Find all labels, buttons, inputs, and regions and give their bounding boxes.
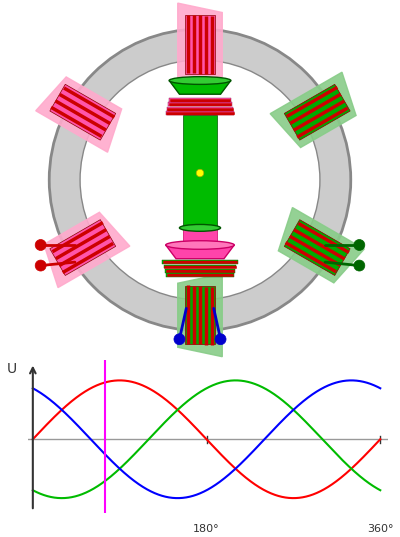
Ellipse shape xyxy=(166,241,234,249)
Polygon shape xyxy=(50,220,116,275)
Circle shape xyxy=(215,334,226,345)
Polygon shape xyxy=(169,81,231,94)
Polygon shape xyxy=(184,16,216,74)
Circle shape xyxy=(80,60,320,300)
Polygon shape xyxy=(178,3,222,86)
Circle shape xyxy=(354,260,365,271)
Ellipse shape xyxy=(169,77,231,84)
Polygon shape xyxy=(278,207,364,283)
Polygon shape xyxy=(36,77,122,153)
Polygon shape xyxy=(183,228,217,245)
Text: U: U xyxy=(6,361,17,375)
Polygon shape xyxy=(168,103,232,106)
Polygon shape xyxy=(183,115,217,228)
Circle shape xyxy=(49,29,351,331)
Polygon shape xyxy=(166,111,234,115)
Polygon shape xyxy=(50,84,116,140)
Polygon shape xyxy=(284,220,350,275)
Text: 180°: 180° xyxy=(193,524,220,534)
Text: 360°: 360° xyxy=(367,524,394,534)
Polygon shape xyxy=(270,72,356,148)
Polygon shape xyxy=(164,265,236,268)
Circle shape xyxy=(196,169,204,177)
Polygon shape xyxy=(166,273,234,277)
Ellipse shape xyxy=(180,224,220,231)
Polygon shape xyxy=(167,107,233,111)
Polygon shape xyxy=(44,212,130,288)
Circle shape xyxy=(35,260,46,271)
Polygon shape xyxy=(178,274,222,357)
Circle shape xyxy=(174,334,185,345)
Polygon shape xyxy=(166,245,234,259)
Polygon shape xyxy=(169,98,231,102)
Polygon shape xyxy=(184,286,216,344)
Polygon shape xyxy=(165,269,235,273)
Polygon shape xyxy=(162,260,238,264)
Circle shape xyxy=(35,240,46,250)
Polygon shape xyxy=(284,84,350,140)
Circle shape xyxy=(354,240,365,250)
